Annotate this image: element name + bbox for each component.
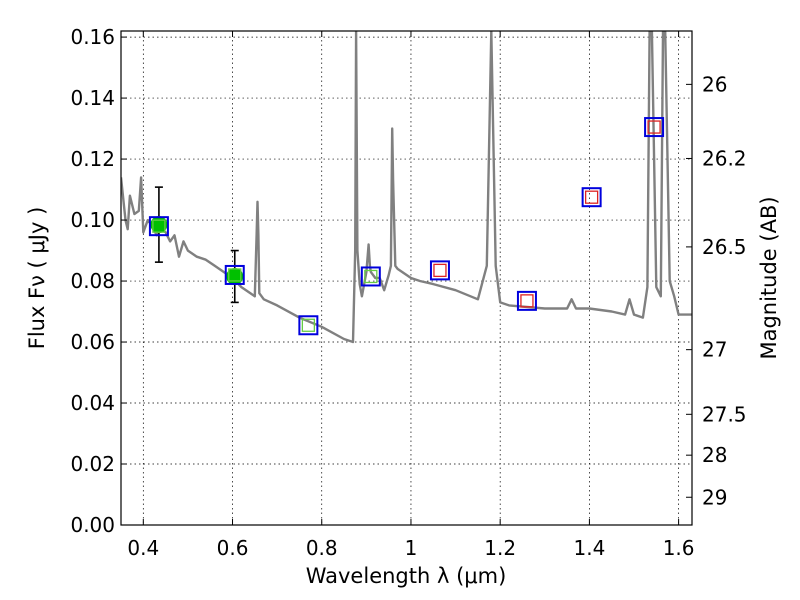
y-tick-label: 0.02: [70, 452, 115, 476]
y2-tick-label: 26.2: [702, 146, 747, 170]
model-point-green-outer: [298, 315, 319, 336]
x-axis: 0.4 0.6 0.8 1 1.2 1.4 1.6: [127, 31, 695, 560]
model-point-red-inner: [647, 120, 661, 134]
model-point-red-outer: [644, 117, 665, 138]
y-tick-label: 0.04: [70, 391, 115, 415]
model-point-red-outer: [429, 260, 450, 281]
x-axis-title: Wavelength λ (μm): [306, 564, 507, 588]
y2-axis: 26 26.2 26.5 27 27.5 28 29: [686, 72, 747, 509]
x-tick-label: 1.2: [484, 536, 516, 560]
y-axis: 0.00 0.02 0.04 0.06 0.08 0.10 0.12 0.14 0.16: [70, 25, 127, 537]
y2-tick-label: 26: [702, 72, 727, 96]
model-point-green-inner: [228, 268, 242, 282]
y-tick-label: 0.14: [70, 86, 115, 110]
model-point-red-outer: [516, 290, 537, 311]
x-tick-label: 0.4: [127, 536, 159, 560]
plot-background: [121, 31, 692, 525]
y-tick-label: 0.16: [70, 25, 115, 49]
model-point-green-inner: [301, 318, 316, 332]
y2-tick-label: 26.5: [702, 235, 747, 259]
model-point-green-outer: [224, 264, 245, 285]
y2-axis-title: Magnitude (AB): [757, 196, 781, 359]
x-tick-label: 1.4: [573, 536, 605, 560]
model-point-red-outer: [581, 187, 602, 208]
y-tick-label: 0.08: [70, 269, 115, 293]
y-tick-label: 0.12: [70, 147, 115, 171]
model-point-red-inner: [584, 190, 599, 204]
x-tick-label: 1.6: [663, 536, 695, 560]
y-axis-title: Flux Fν ( μJy ): [25, 207, 49, 350]
model-point-red-inner: [520, 294, 534, 308]
y2-tick-label: 27: [702, 338, 727, 362]
plot-area: [121, 31, 692, 344]
y-tick-label: 0.06: [70, 330, 115, 354]
x-tick-label: 0.8: [306, 536, 338, 560]
model-photometry-boxes: [148, 117, 665, 336]
model-spectrum-line: [121, 31, 692, 344]
model-point-green-outer: [148, 216, 169, 237]
x-tick-label: 0.6: [217, 536, 249, 560]
model-point-green-outer: [360, 266, 381, 287]
y2-tick-label: 29: [702, 485, 727, 509]
y2-tick-label: 28: [702, 443, 727, 467]
model-point-red-inner: [433, 263, 447, 278]
x-tick-label: 1: [405, 536, 418, 560]
plot-frame: [120, 30, 693, 526]
y2-tick-label: 27.5: [702, 402, 747, 426]
model-point-green-inner: [152, 219, 166, 233]
y-tick-label: 0.10: [70, 208, 115, 232]
model-point-green-inner: [364, 269, 378, 284]
y-tick-label: 0.00: [70, 513, 115, 537]
